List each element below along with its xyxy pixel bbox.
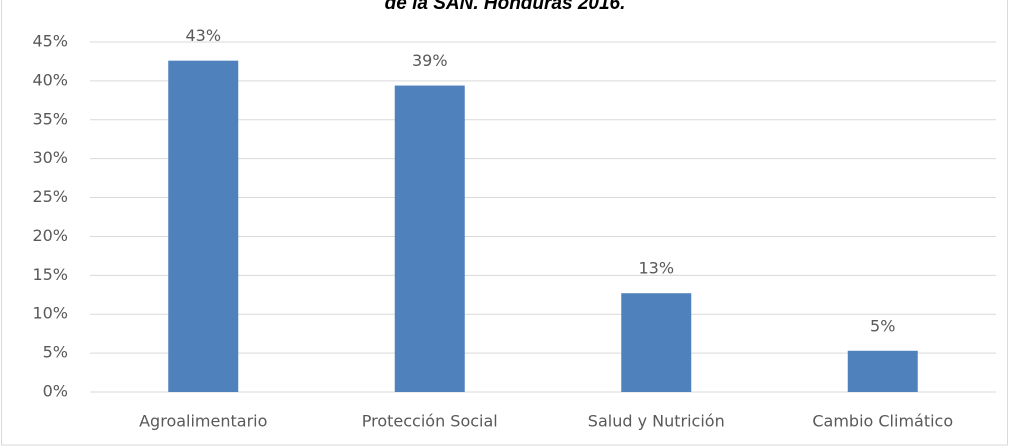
- y-tick-label: 30%: [32, 148, 68, 167]
- x-tick-label: Cambio Climático: [812, 412, 953, 431]
- x-tick-label: Protección Social: [362, 412, 498, 431]
- y-tick-label: 0%: [43, 382, 68, 401]
- y-tick-label: 45%: [32, 32, 68, 51]
- y-tick-label: 5%: [43, 343, 68, 362]
- bar: [621, 293, 692, 392]
- y-tick-label: 20%: [32, 226, 68, 245]
- x-tick-label: Salud y Nutrición: [588, 412, 725, 431]
- data-label: 5%: [870, 316, 895, 335]
- data-label: 13%: [638, 259, 674, 278]
- y-tick-label: 10%: [32, 304, 68, 323]
- x-tick-label: Agroalimentario: [139, 412, 267, 431]
- y-tick-label: 35%: [32, 109, 68, 128]
- bar: [168, 60, 239, 393]
- chart-title: de la SAN. Honduras 2016.: [385, 0, 626, 14]
- data-label: 39%: [412, 51, 448, 70]
- data-label: 43%: [185, 26, 221, 45]
- y-tick-label: 25%: [32, 187, 68, 206]
- y-tick-label: 15%: [32, 265, 68, 284]
- bar: [394, 85, 465, 393]
- bar: [847, 350, 918, 392]
- y-tick-label: 40%: [32, 70, 68, 89]
